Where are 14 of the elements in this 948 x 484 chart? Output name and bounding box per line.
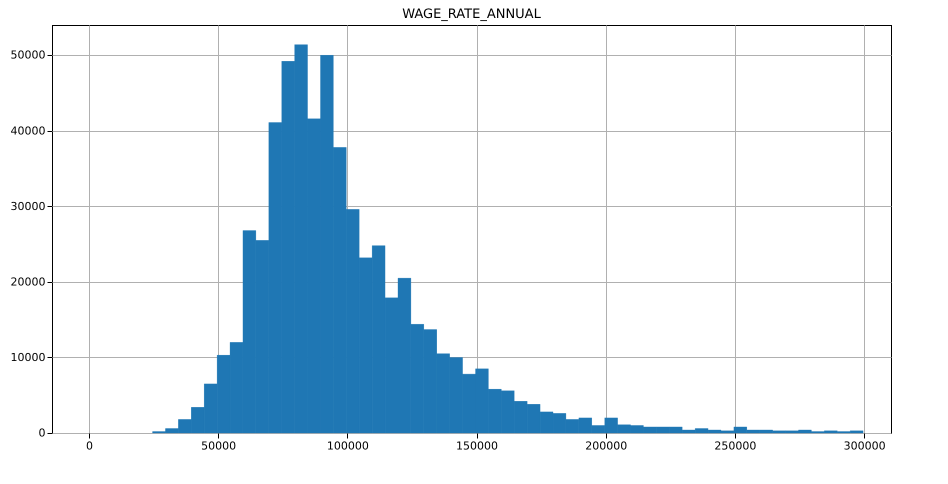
x-tick-label: 200000	[585, 440, 628, 452]
y-tick-label: 50000	[10, 48, 46, 62]
y-tick-label: 30000	[10, 200, 46, 213]
y-tick-label: 0	[38, 426, 46, 440]
chart-title: WAGE_RATE_ANNUAL	[402, 7, 542, 22]
y-tick-label: 10000	[10, 350, 46, 364]
x-tick-label: 50000	[201, 440, 236, 452]
x-tick-label: 150000	[456, 440, 498, 452]
x-tick-label: 250000	[714, 440, 756, 452]
y-tick-label: 40000	[10, 124, 46, 138]
y-tick-label: 20000	[10, 275, 46, 288]
x-tick-label: 100000	[326, 440, 369, 452]
x-tick-label: 0	[86, 440, 93, 452]
x-tick-label: 300000	[844, 440, 886, 452]
